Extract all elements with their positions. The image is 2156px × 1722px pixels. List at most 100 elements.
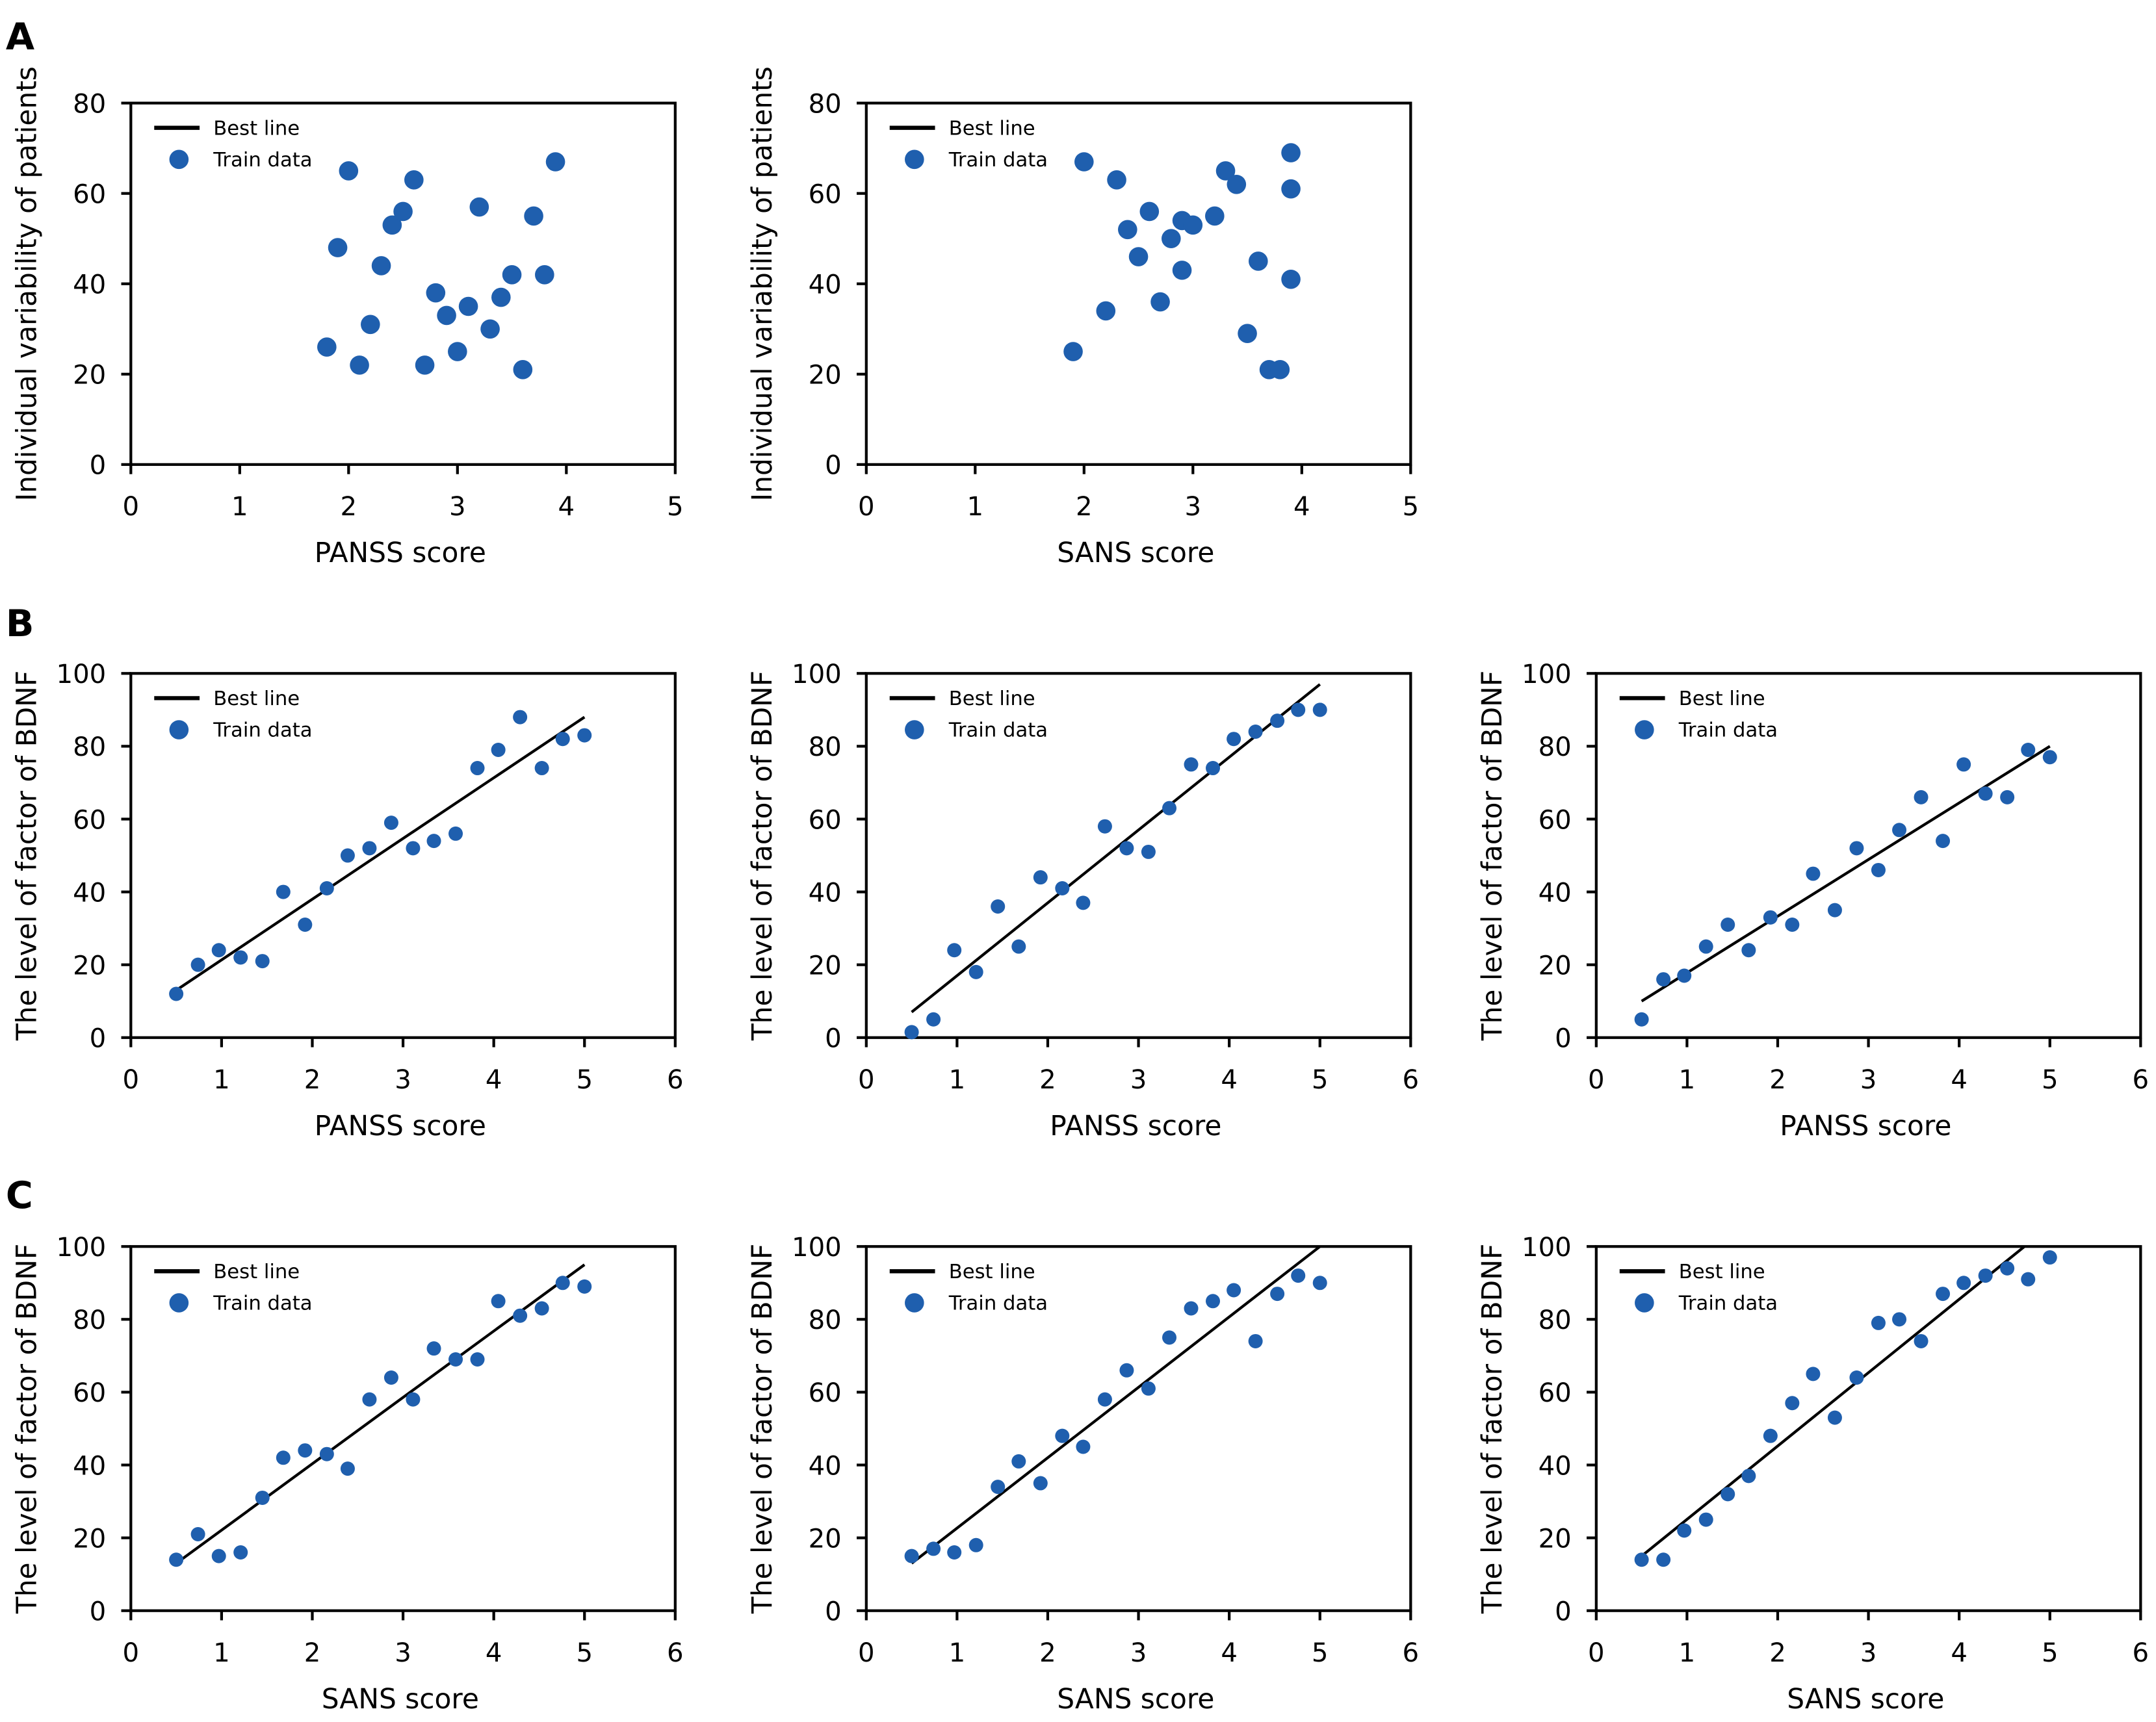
x-axis-label: SANS score bbox=[1787, 1683, 1944, 1715]
data-point bbox=[1162, 1330, 1177, 1345]
x-axis-label: SANS score bbox=[1057, 1683, 1214, 1715]
x-tick-label: 2 bbox=[1039, 1638, 1056, 1668]
data-point bbox=[502, 265, 522, 285]
y-axis-label: The level of factor of BDNF bbox=[1476, 1244, 1508, 1614]
data-point bbox=[1914, 1333, 1929, 1348]
y-tick-label: 0 bbox=[1555, 1597, 1572, 1626]
data-point bbox=[448, 826, 463, 841]
y-tick-label: 40 bbox=[73, 270, 106, 300]
data-point bbox=[1096, 301, 1116, 321]
data-point bbox=[1698, 939, 1713, 954]
x-tick-label: 0 bbox=[1588, 1638, 1605, 1668]
x-tick-label: 6 bbox=[2133, 1065, 2150, 1095]
x-tick-label: 1 bbox=[1679, 1638, 1696, 1668]
data-point bbox=[1677, 1523, 1692, 1538]
y-tick-label: 20 bbox=[809, 1524, 842, 1554]
data-point bbox=[513, 360, 533, 379]
data-point bbox=[1634, 1012, 1649, 1027]
y-tick-label: 60 bbox=[73, 179, 106, 209]
legend-label-train-data: Train data bbox=[1678, 719, 1778, 742]
data-point bbox=[968, 964, 983, 979]
legend-point-swatch bbox=[905, 1293, 924, 1313]
x-tick-label: 0 bbox=[858, 492, 875, 522]
data-point bbox=[947, 1545, 962, 1560]
data-point bbox=[1978, 786, 1993, 801]
x-tick-label: 4 bbox=[1293, 492, 1310, 522]
data-point bbox=[1215, 161, 1236, 181]
data-point bbox=[382, 215, 402, 235]
data-point bbox=[1978, 1268, 1993, 1283]
y-tick-label: 20 bbox=[73, 951, 106, 981]
x-tick-label: 6 bbox=[667, 1065, 684, 1095]
data-point bbox=[1741, 1469, 1756, 1484]
data-point bbox=[1656, 1552, 1671, 1567]
x-tick-label: 4 bbox=[486, 1638, 502, 1668]
data-point bbox=[513, 710, 528, 725]
data-point bbox=[339, 161, 359, 181]
data-point bbox=[328, 238, 348, 257]
y-tick-label: 0 bbox=[825, 1597, 842, 1626]
y-tick-label: 60 bbox=[809, 805, 842, 835]
data-point bbox=[1141, 1381, 1156, 1396]
data-point bbox=[1107, 170, 1126, 190]
data-point bbox=[1914, 790, 1929, 804]
chart-panel-7: 0 20 40 60 80 100 0 1 2 3 4 5 6 SANS score The level o… bbox=[746, 1233, 1419, 1715]
data-point bbox=[426, 1341, 441, 1356]
x-tick-label: 1 bbox=[967, 492, 984, 522]
x-tick-label: 2 bbox=[341, 492, 357, 522]
chart-panel-6: 0 20 40 60 80 100 0 1 2 3 4 5 6 SANS score The level o… bbox=[10, 1233, 683, 1715]
legend-label-best-line: Best line bbox=[949, 1261, 1035, 1283]
data-point bbox=[361, 315, 380, 335]
data-point bbox=[350, 355, 369, 375]
data-point bbox=[1128, 247, 1149, 266]
data-point bbox=[1892, 823, 1907, 838]
legend-label-train-data: Train data bbox=[213, 149, 312, 172]
data-point bbox=[415, 355, 435, 375]
x-tick-label: 2 bbox=[1039, 1065, 1056, 1095]
data-point bbox=[991, 1480, 1006, 1495]
data-point bbox=[298, 1443, 313, 1458]
chart-panel-4: 0 20 40 60 80 100 0 1 2 3 4 5 6 PANSS score The level … bbox=[746, 660, 1419, 1142]
data-point bbox=[1849, 841, 1864, 856]
legend-label-train-data: Train data bbox=[948, 719, 1048, 742]
data-point bbox=[1849, 1370, 1864, 1385]
y-tick-label: 80 bbox=[1539, 732, 1572, 762]
y-tick-label: 0 bbox=[90, 1597, 107, 1626]
y-tick-label: 40 bbox=[73, 878, 106, 908]
data-point bbox=[491, 287, 511, 307]
x-tick-label: 5 bbox=[1312, 1638, 1329, 1668]
y-tick-label: 20 bbox=[73, 361, 106, 391]
x-tick-label: 5 bbox=[576, 1065, 593, 1095]
data-point bbox=[1011, 1454, 1026, 1469]
data-point bbox=[968, 1537, 983, 1552]
data-point bbox=[1956, 757, 1971, 772]
plot-frame bbox=[1594, 1245, 2142, 1612]
legend-label-best-line: Best line bbox=[949, 117, 1035, 140]
plot-frame bbox=[864, 1245, 1412, 1612]
x-tick-label: 6 bbox=[1403, 1638, 1420, 1668]
data-point bbox=[190, 957, 205, 972]
x-tick-label: 0 bbox=[123, 1065, 140, 1095]
chart-panel-1: 0 20 40 60 80 0 1 2 3 4 5 PANSS score Individual var… bbox=[10, 66, 683, 569]
data-point bbox=[1871, 1315, 1886, 1330]
data-point bbox=[1172, 261, 1192, 280]
x-tick-label: 6 bbox=[1403, 1065, 1420, 1095]
data-point bbox=[437, 305, 456, 326]
data-point bbox=[480, 319, 500, 339]
chart-panel-2: 0 20 40 60 80 0 1 2 3 4 5 SANS score Individual vari… bbox=[746, 66, 1419, 569]
data-point bbox=[2021, 743, 2036, 758]
y-tick-label: 80 bbox=[73, 89, 106, 119]
panel-letter-a: A bbox=[6, 16, 34, 58]
y-tick-label: 40 bbox=[809, 878, 842, 908]
data-point bbox=[448, 1352, 463, 1367]
x-tick-label: 0 bbox=[858, 1065, 875, 1095]
y-axis-label: The level of factor of BDNF bbox=[1476, 671, 1508, 1041]
data-point bbox=[555, 732, 570, 747]
data-point bbox=[491, 743, 506, 758]
y-tick-label: 40 bbox=[1539, 878, 1572, 908]
x-axis-label: PANSS score bbox=[315, 537, 486, 569]
y-tick-label: 100 bbox=[1522, 660, 1572, 689]
data-point bbox=[1184, 757, 1199, 772]
data-point bbox=[1227, 174, 1247, 194]
data-point bbox=[1785, 1396, 1800, 1411]
